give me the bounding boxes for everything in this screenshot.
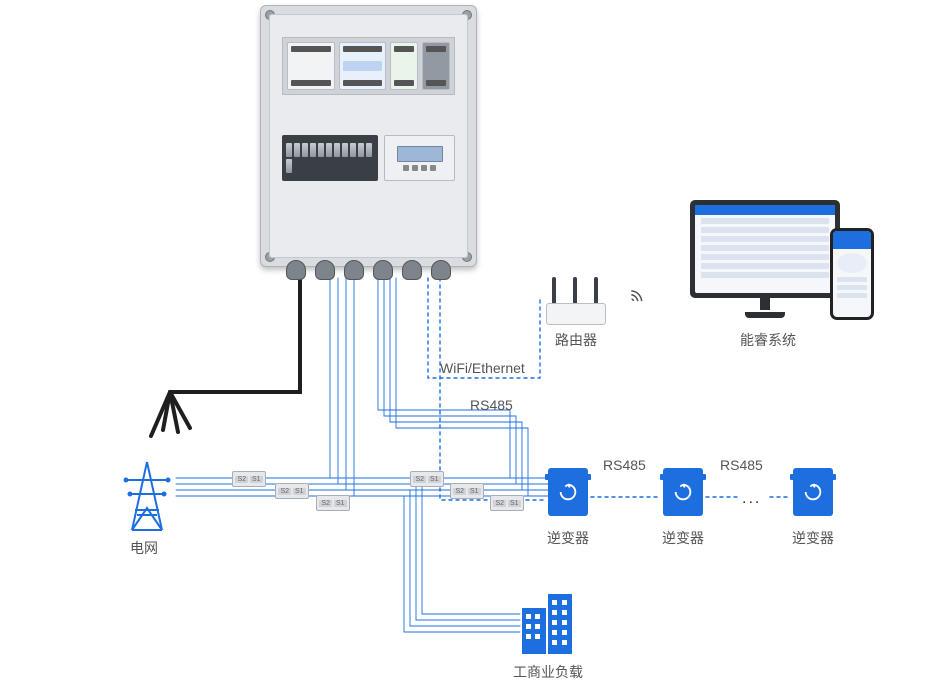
heavy-black-cables xyxy=(151,278,300,436)
desktop-monitor xyxy=(690,200,840,298)
rs485-box-label: RS485 xyxy=(470,397,513,413)
ct-sensor: S2S1 xyxy=(275,483,309,499)
gland-icon xyxy=(286,260,306,280)
grid-label: 电网 xyxy=(130,538,158,558)
gland-icon xyxy=(402,260,422,280)
ct-sensor: S2S1 xyxy=(450,483,484,499)
rs485-inv12-label: RS485 xyxy=(603,457,646,473)
monitor-stand xyxy=(745,298,785,318)
thin-blue-vertical xyxy=(330,278,528,496)
gland-icon xyxy=(315,260,335,280)
rs485-inv23-label: RS485 xyxy=(720,457,763,473)
terminal-block xyxy=(282,135,378,181)
ct-sensor: S2S1 xyxy=(232,471,266,487)
ct-sensor: S2S1 xyxy=(410,471,444,487)
relay-module xyxy=(390,42,418,90)
energy-meter xyxy=(384,135,455,181)
control-box xyxy=(260,5,477,267)
gland-icon xyxy=(344,260,364,280)
cable-glands xyxy=(281,260,456,280)
ct-sensor: S2S1 xyxy=(490,495,524,511)
gland-icon xyxy=(373,260,393,280)
gland-icon xyxy=(431,260,451,280)
commercial-load-building xyxy=(520,590,576,656)
inverter-2-label: 逆变器 xyxy=(662,528,704,548)
wifi-ethernet-label: WiFi/Ethernet xyxy=(440,360,525,376)
router-body xyxy=(546,303,606,325)
ct-sensor: S2S1 xyxy=(316,495,350,511)
meter-module xyxy=(339,42,387,90)
inverter-2 xyxy=(660,468,706,520)
diagram-canvas: 路由器 能睿系统 xyxy=(0,0,943,693)
power-grid-tower xyxy=(120,460,174,532)
inverter-3-label: 逆变器 xyxy=(792,528,834,548)
monitoring-system xyxy=(690,200,880,350)
gateway-module xyxy=(422,42,450,90)
load-label: 工商业负载 xyxy=(513,662,583,682)
inverter-3 xyxy=(790,468,836,520)
ellipsis: ... xyxy=(742,490,761,508)
breaker-module xyxy=(287,42,335,90)
monitor-system-label: 能睿系统 xyxy=(740,330,796,350)
din-rail-bottom xyxy=(282,135,455,181)
inverter-1-label: 逆变器 xyxy=(547,528,589,548)
din-rail-top xyxy=(282,37,455,95)
wifi-icon xyxy=(619,279,654,314)
inverter-1 xyxy=(545,468,591,520)
mobile-phone xyxy=(830,228,874,320)
router xyxy=(540,270,610,325)
router-label: 路由器 xyxy=(555,330,597,350)
control-box-panel xyxy=(269,14,468,258)
